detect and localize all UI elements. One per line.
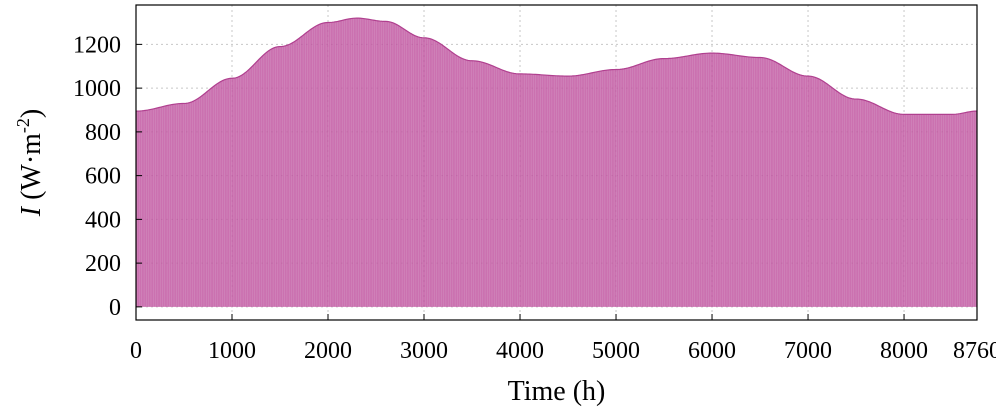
x-tick-label: 0 bbox=[130, 338, 142, 364]
plot-area bbox=[135, 17, 978, 307]
y-axis-unit-exp: -2 bbox=[13, 118, 33, 133]
plot-frame bbox=[135, 4, 978, 321]
y-axis-title: I (W·m-2) bbox=[13, 109, 47, 218]
y-tick-label: 400 bbox=[85, 207, 121, 233]
series-envelope-line bbox=[135, 17, 978, 115]
y-tick-label: 800 bbox=[85, 120, 121, 146]
x-tick-label: 3000 bbox=[400, 338, 448, 364]
y-tick-label: 200 bbox=[85, 251, 121, 277]
y-tick-label: 0 bbox=[109, 295, 121, 321]
x-tick-label: 8000 bbox=[880, 338, 928, 364]
y-axis-symbol: I bbox=[16, 205, 47, 217]
x-tick-label: 5000 bbox=[592, 338, 640, 364]
x-tick-label: 4000 bbox=[496, 338, 544, 364]
x-tick-label: 8760 bbox=[953, 338, 996, 364]
x-tick-label: 6000 bbox=[688, 338, 736, 364]
y-axis-unit-close: ) bbox=[16, 109, 47, 118]
series-daily-cycles bbox=[136, 18, 977, 307]
y-axis-unit-open: (W·m bbox=[16, 133, 47, 207]
x-axis-title: Time (h) bbox=[508, 376, 606, 407]
x-tick-label: 7000 bbox=[784, 338, 832, 364]
y-tick-label: 600 bbox=[85, 164, 121, 190]
y-tick-label: 1200 bbox=[73, 32, 121, 58]
y-tick-label: 1000 bbox=[73, 76, 121, 102]
y-axis-ticks: 0 200 400 600 800 1000 1200 bbox=[73, 32, 142, 321]
x-axis-ticks: 0 1000 2000 3000 4000 5000 6000 7000 8000 8760 bbox=[130, 314, 996, 364]
x-tick-label: 2000 bbox=[304, 338, 352, 364]
x-tick-label: 1000 bbox=[208, 338, 256, 364]
